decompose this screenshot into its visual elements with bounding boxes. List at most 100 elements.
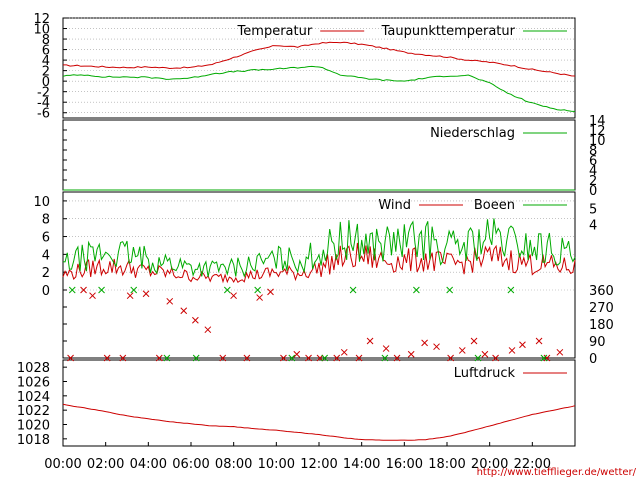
y-tick-label: 0 <box>589 352 597 367</box>
direction-mark <box>192 354 200 362</box>
x-tick-label: 06:00 <box>172 457 209 472</box>
legend-label: Luftdruck <box>454 366 516 381</box>
direction-mark <box>103 354 111 362</box>
direction-mark <box>507 286 515 294</box>
x-tick-label: 14:00 <box>343 457 380 472</box>
direction-mark <box>407 350 415 358</box>
y-tick-label: -6 <box>37 107 50 122</box>
direction-mark <box>280 354 287 362</box>
direction-mark <box>543 354 551 362</box>
direction-mark <box>413 286 420 294</box>
legend-label: Temperatur <box>237 24 313 39</box>
y-tick-label: 12 <box>589 124 606 139</box>
x-tick-label: 12:00 <box>300 457 337 472</box>
direction-mark <box>349 286 357 294</box>
direction-mark <box>447 354 454 362</box>
y-tick-label: 14 <box>589 114 606 129</box>
y-tick-label: 1024 <box>17 390 50 405</box>
direction-mark <box>243 354 251 362</box>
y-tick-label: 6 <box>589 154 597 169</box>
direction-mark <box>267 288 274 296</box>
y-tick-label: 1026 <box>17 376 50 391</box>
direction-mark <box>382 345 390 352</box>
direction-mark <box>254 286 262 294</box>
y-tick-label: 2 <box>42 65 50 80</box>
y-tick-label: 0 <box>42 284 50 299</box>
direction-mark <box>474 354 482 362</box>
y-tick-label: 2 <box>42 266 50 281</box>
direction-mark <box>166 297 174 305</box>
y-tick-label: 360 <box>589 284 614 299</box>
x-tick-label: 00:00 <box>44 457 81 472</box>
x-tick-label: 16:00 <box>386 457 423 472</box>
panel-frame-wind <box>62 191 576 359</box>
direction-mark <box>321 354 329 362</box>
y-tick-label: 90 <box>589 335 606 350</box>
direction-mark <box>126 292 134 300</box>
y-tick-label: -4 <box>37 96 50 111</box>
direction-mark <box>68 286 76 294</box>
direction-mark <box>421 339 428 347</box>
y-tick-label: 8 <box>42 213 50 228</box>
direction-mark <box>192 316 199 324</box>
y2-tick-label: 4 <box>589 219 597 234</box>
direction-mark <box>381 354 389 362</box>
y-tick-label: 6 <box>42 231 50 246</box>
direction-mark <box>340 348 348 356</box>
y-tick-label: 1020 <box>17 419 50 434</box>
x-tick-label: 18:00 <box>428 457 465 472</box>
y-tick-label: 1018 <box>17 433 50 448</box>
direction-mark <box>458 347 466 354</box>
x-tick-label: 20:00 <box>471 457 508 472</box>
direction-mark <box>256 294 263 301</box>
direction-mark <box>556 348 564 356</box>
direction-mark <box>155 354 163 362</box>
direction-mark <box>519 341 526 349</box>
direction-mark <box>89 292 96 300</box>
y-tick-label: 4 <box>589 164 597 179</box>
direction-mark <box>180 307 188 315</box>
direction-mark <box>305 354 312 362</box>
y-tick-label: 270 <box>589 301 614 316</box>
legend-label: Boeen <box>474 198 515 213</box>
y-tick-label: 0 <box>589 184 597 199</box>
direction-mark <box>470 337 478 345</box>
direction-mark <box>333 354 341 362</box>
y-tick-label: 4 <box>42 248 50 263</box>
y-tick-label: 10 <box>33 195 50 210</box>
direction-mark <box>288 354 296 362</box>
direction-mark <box>163 354 171 362</box>
y-tick-label: 180 <box>589 318 614 333</box>
y-tick-label: 1022 <box>17 404 50 419</box>
direction-mark <box>204 326 212 334</box>
direction-mark <box>481 350 489 358</box>
direction-mark <box>446 286 454 294</box>
x-tick-label: 02:00 <box>87 457 124 472</box>
y-tick-label: 4 <box>42 54 50 69</box>
series-line-temperatur <box>63 41 576 77</box>
direction-mark <box>98 286 105 294</box>
direction-mark <box>142 290 150 298</box>
direction-mark <box>492 354 499 362</box>
y2-tick-label: 5 <box>589 202 597 217</box>
x-tick-label: 22:00 <box>514 457 551 472</box>
x-tick-label: 10:00 <box>258 457 295 472</box>
direction-mark <box>130 286 138 294</box>
y-tick-label: 10 <box>589 134 606 149</box>
direction-mark <box>293 350 301 358</box>
series-line-boeen <box>62 218 576 278</box>
direction-mark <box>508 347 516 354</box>
y-tick-label: 1028 <box>17 361 50 376</box>
legend-label: Niederschlag <box>430 126 515 141</box>
direction-mark <box>230 292 237 300</box>
credit-link[interactable]: http://www.tiefflieger.de/wetter/ <box>477 467 637 478</box>
direction-mark <box>223 286 231 294</box>
y-tick-label: 2 <box>589 174 597 189</box>
series-line-wind <box>62 242 576 284</box>
y-tick-label: 6 <box>42 44 50 59</box>
legend-label: Wind <box>378 198 411 213</box>
direction-mark <box>540 354 548 362</box>
legend-label: Taupunkttemperatur <box>381 24 516 39</box>
y-tick-label: 10 <box>33 23 50 38</box>
